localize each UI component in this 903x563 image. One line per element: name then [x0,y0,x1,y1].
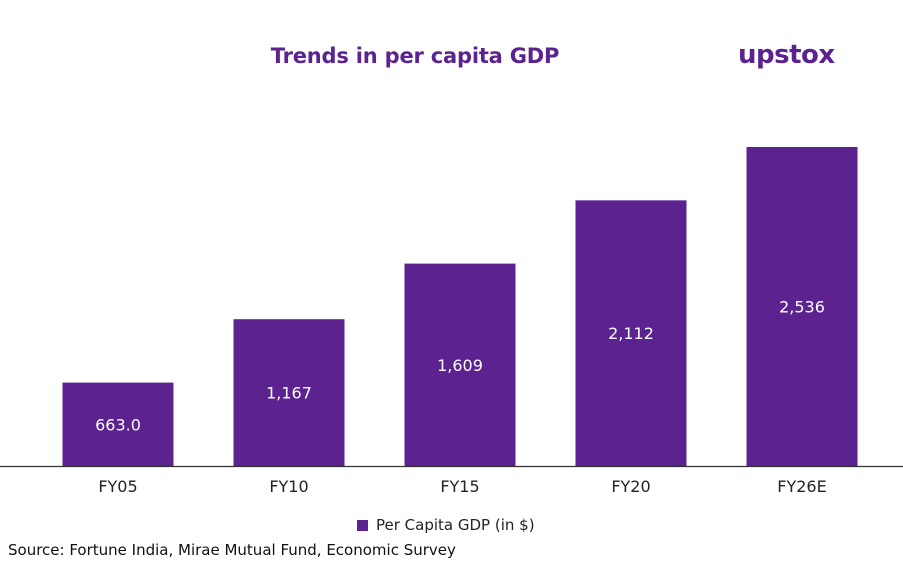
data-label-fy20: 2,112 [608,324,654,343]
labels-group: 663.0 FY05 1,167 FY10 1,609 FY15 2,112 FY20 2,53… [95,298,827,497]
x-tick-label-fy05: FY05 [98,477,137,496]
data-label-fy10: 1,167 [266,384,312,403]
data-label-fy05: 663.0 [95,415,141,434]
x-tick-label-fy15: FY15 [440,477,479,496]
bar-fy10 [233,319,345,466]
chart-title: Trends in per capita GDP [270,44,560,68]
data-label-fy15: 1,609 [437,356,483,375]
bar-fy15 [404,263,516,466]
upstox-logo: upstox [738,40,835,70]
bar-fy20 [575,200,687,466]
chart-legend: Per Capita GDP (in $) [357,516,535,534]
legend-label: Per Capita GDP (in $) [376,516,535,534]
x-tick-label-fy10: FY10 [269,477,308,496]
x-tick-label-fy26e: FY26E [777,477,826,496]
legend-swatch [357,519,368,531]
data-label-fy26e: 2,536 [779,298,825,317]
x-tick-label-fy20: FY20 [611,477,650,496]
source-note: Source: Fortune India, Mirae Mutual Fund… [8,541,456,559]
bar-fy26e [746,147,858,466]
bars-group [62,147,858,466]
bar-fy05 [62,382,174,466]
